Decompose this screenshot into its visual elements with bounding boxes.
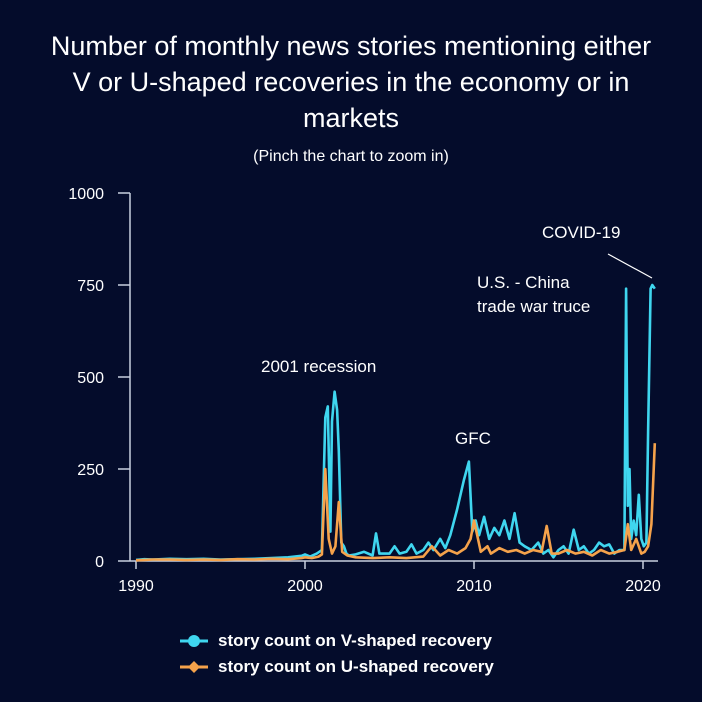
- x-tick-label: 2020: [625, 578, 661, 595]
- annotation-covid-19: COVID-19: [542, 223, 620, 242]
- series-line-v-shaped: [135, 283, 656, 562]
- legend-label-u-shaped: story count on U-shaped recovery: [218, 657, 494, 676]
- diamond-marker-icon: [180, 661, 208, 673]
- annotation-2001-recession: 2001 recession: [261, 357, 376, 376]
- y-tick-label: 750: [77, 278, 104, 295]
- legend-item-u-shaped[interactable]: story count on U-shaped recovery: [180, 654, 494, 680]
- legend-label-v-shaped: story count on V-shaped recovery: [218, 631, 492, 650]
- y-tick-label: 250: [77, 462, 104, 479]
- axes: 0 250 500 750 1000 1990 2000 2010 2020: [68, 186, 660, 595]
- chart-subtitle: (Pinch the chart to zoom in): [253, 148, 449, 165]
- x-tick-label: 1990: [118, 578, 154, 595]
- annotation-gfc: GFC: [455, 429, 491, 448]
- legend: story count on V-shaped recovery story c…: [180, 628, 494, 680]
- circle-marker-icon: [180, 635, 208, 647]
- x-tick-label: 2010: [456, 578, 492, 595]
- y-tick-label: 1000: [68, 186, 104, 203]
- annotations: 2001 recession GFC U.S. - China trade wa…: [261, 223, 653, 448]
- annotation-trade-war-line2: trade war truce: [477, 297, 590, 316]
- chart-title: Number of monthly news stories mentionin…: [50, 31, 652, 133]
- annotation-trade-war-line1: U.S. - China: [477, 273, 570, 292]
- y-tick-label: 500: [77, 370, 104, 387]
- x-tick-label: 2000: [287, 578, 323, 595]
- annotation-covid-leader-line: [607, 253, 653, 279]
- y-tick-label: 0: [95, 554, 104, 571]
- series-line-u-shaped: [135, 443, 657, 562]
- series-lines: [135, 283, 657, 562]
- legend-item-v-shaped[interactable]: story count on V-shaped recovery: [180, 628, 494, 654]
